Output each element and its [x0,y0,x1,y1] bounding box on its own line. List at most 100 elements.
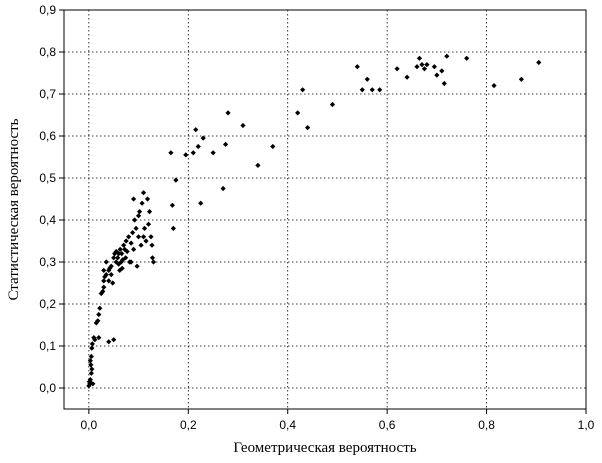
data-point [120,257,126,263]
data-point [103,259,109,265]
grid-lines [64,9,587,409]
data-point [131,196,137,202]
y-tick-label: 0,2 [39,297,56,311]
data-point [93,320,99,326]
data-point [96,311,102,318]
data-point [126,234,132,240]
data-point [123,238,129,244]
data-point [86,383,92,389]
data-point [95,318,101,324]
data-point [90,381,96,387]
data-point [106,278,112,284]
data-point [295,110,301,116]
data-point [305,125,311,131]
data-point [121,242,127,248]
data-point [111,337,117,343]
data-point [404,74,410,80]
data-point [141,225,148,231]
y-tick-label: 0,7 [39,87,56,101]
data-point [329,101,336,108]
data-point [364,76,370,82]
data-point [101,278,107,284]
data-point [108,272,114,278]
data-point [491,83,497,89]
data-point [148,234,154,240]
y-tick-label: 0,8 [39,45,56,59]
data-point [87,377,93,383]
data-point [169,202,175,208]
data-point [464,55,470,61]
data-point [119,251,125,257]
x-tick-label: 0,6 [379,418,396,432]
data-point [270,143,276,150]
data-point [122,246,128,252]
y-tick-label: 0,4 [39,213,56,227]
data-point [173,177,179,183]
data-point [183,152,189,158]
data-point [100,288,106,294]
data-point [110,280,116,286]
data-point [416,55,423,61]
data-point [255,162,261,168]
data-point [96,335,102,341]
data-point [133,225,139,231]
data-point [193,127,199,133]
data-point [101,267,107,273]
y-tick-label: 0,3 [39,255,56,269]
data-point [88,380,94,386]
data-point [106,267,112,273]
data-point [419,62,425,68]
y-tick-label: 0,1 [39,339,56,353]
data-point [111,255,117,261]
x-tick-label: 1,0 [578,418,595,432]
x-tick-label: 0,8 [478,418,495,432]
x-tick-label: 0,0 [81,418,98,432]
axis-ticks [59,9,587,414]
data-point [434,72,440,78]
data-point [116,251,122,257]
data-point [359,87,365,93]
data-point [145,221,152,227]
data-point [150,259,157,265]
data-point [439,68,445,74]
data-point [140,190,147,196]
data-point [424,62,430,68]
x-tick-label: 0,2 [180,418,197,432]
data-point [198,200,204,206]
data-point [87,358,93,364]
data-point [139,200,145,206]
data-point [377,87,383,93]
data-point [135,234,142,240]
data-point [195,143,201,150]
data-point [134,263,140,269]
x-tick-labels: 0,0 0,2 0,4 0,6 0,8 1,0 [81,418,595,432]
data-point [130,230,136,236]
data-point [222,141,229,147]
data-point [431,64,437,70]
data-point [144,196,151,202]
data-point [117,267,123,273]
data-point [88,353,94,360]
y-tick-label: 0,0 [39,381,56,395]
data-point [225,110,231,116]
data-point [112,251,118,257]
y-tick-label: 0,5 [39,171,56,185]
data-point [394,66,400,72]
data-point [240,122,246,129]
data-point [103,272,109,278]
data-point [149,255,156,261]
data-point [101,284,107,290]
x-axis-title: Геометрическая вероятность [233,440,416,456]
data-point [128,259,134,265]
data-point [300,87,306,93]
data-point [135,213,142,219]
data-point [149,242,155,248]
data-point [220,185,226,192]
data-point [190,150,196,156]
data-point [128,240,134,246]
data-point [369,87,375,93]
data-point [108,263,114,269]
data-point [89,341,95,347]
data-point [123,255,129,261]
